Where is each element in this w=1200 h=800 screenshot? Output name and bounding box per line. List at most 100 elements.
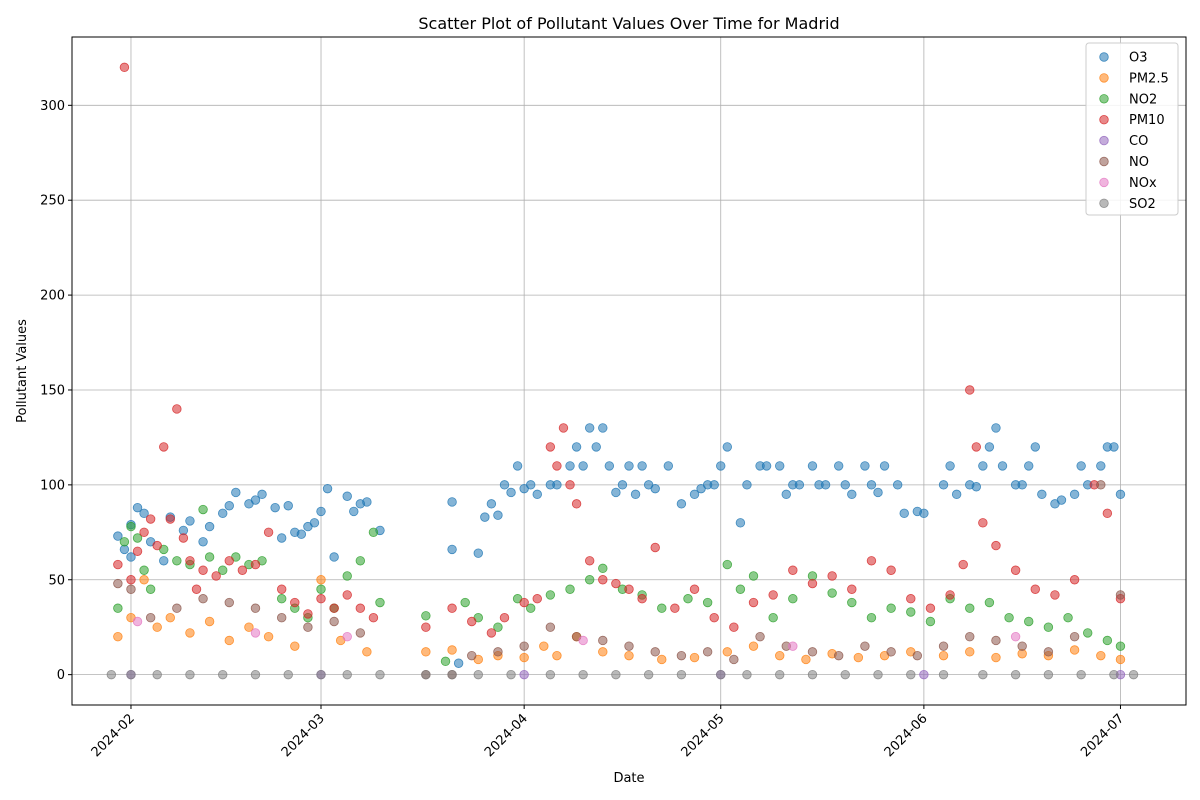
data-point [519,597,529,608]
data-point [191,584,202,594]
data-point [145,584,156,594]
data-point [204,521,215,532]
data-point [126,584,136,594]
data-point [1010,669,1021,680]
data-point [283,501,293,511]
data-point [231,487,241,498]
data-point [276,613,287,623]
data-point [106,669,117,680]
data-point [139,565,149,575]
data-point [1043,647,1054,657]
data-point [132,502,143,513]
data-point [139,575,149,585]
data-point [892,480,903,490]
data-point [768,613,778,623]
data-point [866,556,877,566]
data-point [663,461,674,471]
series-o3 [113,423,1126,668]
data-point [1128,669,1139,680]
data-point [722,442,732,452]
data-point [604,461,615,471]
data-point [440,656,451,667]
data-point [729,622,739,632]
data-point [1030,584,1040,594]
data-point [276,594,287,604]
data-point [571,499,582,509]
legend-marker [1099,73,1109,83]
data-point [1037,489,1047,500]
data-point [1076,461,1086,471]
data-point [1069,575,1080,585]
data-point [545,590,556,600]
data-point [886,603,896,613]
data-point [545,669,556,680]
y-tick-label: 50 [48,573,65,588]
data-point [965,647,975,657]
data-point [447,544,457,555]
legend-item: SO2 [1099,197,1156,212]
data-point [748,571,759,581]
data-point [519,669,529,680]
data-point [526,603,536,613]
data-point [938,480,949,490]
data-point [611,487,621,498]
data-point [807,647,818,657]
data-point [925,616,936,627]
y-tick-label: 250 [40,194,65,209]
data-point [840,480,850,490]
data-point [152,669,162,680]
legend-label: O3 [1129,51,1148,66]
data-point [145,613,156,623]
chart-title: Scatter Plot of Pollutant Values Over Ti… [418,14,839,33]
data-point [355,556,366,566]
data-point [709,613,719,623]
ticks-layer: 0 50 100 150 200 250 300 2024-02 2024-03 2024-04 2… [40,99,1127,760]
x-tick-label: 2024-02 [89,711,138,760]
data-point [316,506,326,517]
data-point [820,480,831,490]
data-point [1115,489,1126,500]
data-point [113,631,123,642]
data-point [467,650,477,661]
data-point [742,669,752,680]
x-axis-title: Date [613,771,644,786]
data-point [565,480,575,490]
data-point [748,597,759,608]
data-point [113,559,123,570]
data-point [316,575,326,585]
data-point [250,603,261,613]
data-point [873,669,883,680]
data-point [906,669,916,680]
data-point [362,497,372,507]
data-point [951,489,962,500]
data-point [1043,669,1054,680]
data-point [847,597,857,608]
data-point [768,590,778,600]
data-point [224,556,234,566]
data-point [1102,508,1113,519]
data-point [447,603,457,613]
data-point [552,480,562,490]
data-point [139,527,149,538]
data-point [421,669,431,680]
y-tick-label: 100 [40,478,65,493]
data-point [919,508,929,519]
data-point [860,461,870,471]
data-point [965,631,975,642]
data-point [1017,641,1027,651]
data-point [643,669,654,680]
data-point [132,616,143,627]
data-point [938,650,949,661]
data-point [788,565,798,575]
legend-marker [1099,156,1109,167]
data-point [611,669,621,680]
data-point [499,613,510,623]
data-point [290,597,300,608]
data-point [486,628,497,638]
data-point [342,590,352,600]
data-point [545,622,556,632]
data-point [722,647,732,657]
data-point [598,563,608,574]
